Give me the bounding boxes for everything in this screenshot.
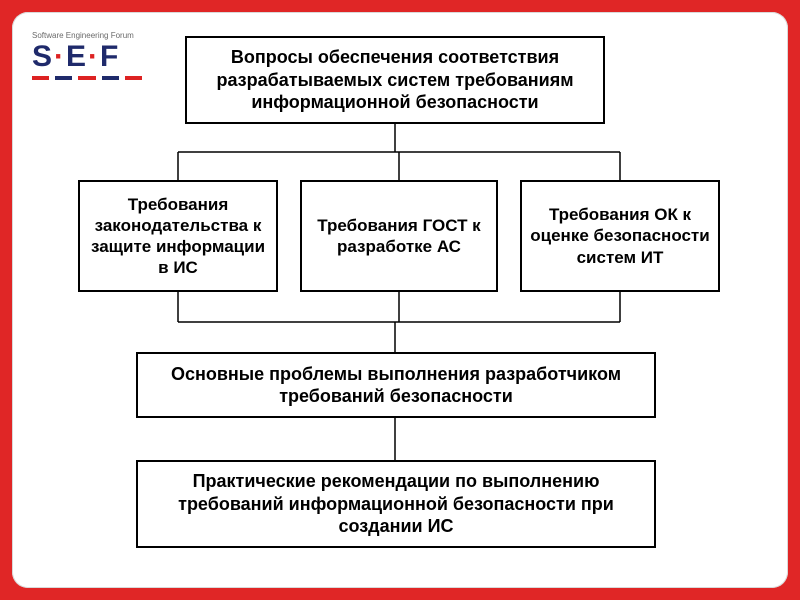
node-top: Вопросы обеспечения соответствия разраба… (185, 36, 605, 124)
node-mid: Требования ГОСТ к разработке АС (300, 180, 498, 292)
node-right: Требования ОК к оценке безопасности сист… (520, 180, 720, 292)
node-left: Требования законодательства к защите инф… (78, 180, 278, 292)
node-problems: Основные проблемы выполнения разработчик… (136, 352, 656, 418)
slide-frame: Software Engineering Forum S·E·F Вопросы… (12, 12, 788, 588)
node-recs: Практические рекомендации по выполнению … (136, 460, 656, 548)
diagram-canvas: Вопросы обеспечения соответствия разраба… (12, 12, 788, 588)
